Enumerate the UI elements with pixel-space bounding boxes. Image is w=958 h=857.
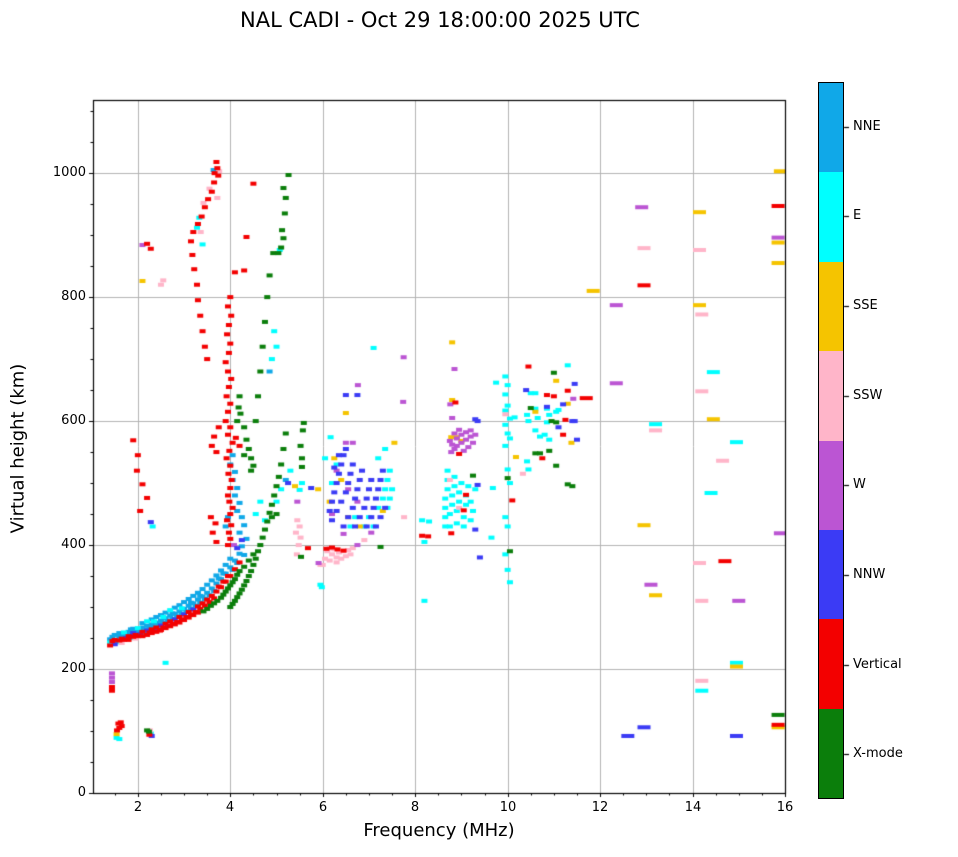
y-tick-label: 200	[61, 661, 86, 676]
colorbar-label: W	[853, 477, 866, 492]
colorbar-segment-vertical	[819, 619, 843, 709]
chart-title: NAL CADI - Oct 29 18:00:00 2025 UTC	[240, 8, 640, 32]
colorbar-segment-nne	[819, 83, 843, 173]
x-tick-label: 10	[499, 800, 517, 815]
colorbar-label: SSW	[853, 388, 883, 403]
x-tick-label: 2	[133, 800, 143, 815]
colorbar-label: X-mode	[853, 746, 903, 761]
colorbar-label: NNE	[853, 119, 881, 134]
x-tick-label: 16	[776, 800, 794, 815]
colorbar-segment-sse	[819, 261, 843, 352]
x-tick-label: 6	[318, 800, 328, 815]
y-tick-label: 400	[61, 537, 86, 552]
y-tick-label: 0	[77, 785, 86, 800]
colorbar-label: E	[853, 208, 862, 223]
y-axis-label: Virtual height (km)	[7, 363, 29, 534]
colorbar-label: SSE	[853, 298, 878, 313]
y-tick-label: 600	[61, 413, 86, 428]
y-tick-label: 800	[61, 289, 86, 304]
colorbar-label: NNW	[853, 567, 886, 582]
colorbar-segment-nnw	[819, 529, 843, 620]
colorbar-label: Vertical	[853, 657, 902, 672]
x-tick-label: 4	[225, 800, 235, 815]
y-tick-label: 1000	[52, 165, 86, 180]
colorbar-segment-w	[819, 440, 843, 530]
colorbar-segment-e	[819, 172, 843, 262]
x-tick-label: 12	[591, 800, 609, 815]
x-tick-label: 14	[684, 800, 702, 815]
x-tick-label: 8	[410, 800, 420, 815]
colorbar-segment-xmode	[819, 708, 843, 798]
x-axis-label: Frequency (MHz)	[363, 820, 515, 841]
colorbar-segment-ssw	[819, 351, 843, 441]
colorbar	[818, 82, 844, 799]
